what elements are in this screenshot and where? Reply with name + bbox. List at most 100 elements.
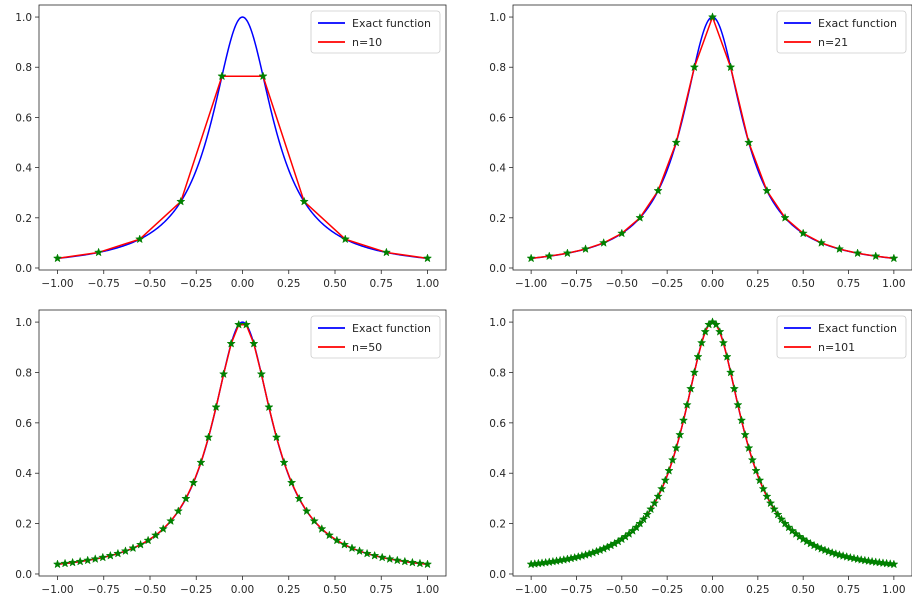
y-tick-label: 1.0 [15, 317, 32, 329]
interpolation-node-marker [166, 516, 176, 526]
x-tick-label: −1.00 [515, 584, 547, 596]
interpolation-node-marker [526, 253, 536, 263]
interpolation-node-marker [362, 548, 372, 558]
y-tick-label: 0.8 [15, 367, 32, 379]
x-tick-label: −0.50 [606, 584, 638, 596]
interpolation-node-marker [422, 253, 433, 263]
interpolation-node-marker [747, 455, 758, 464]
axes-frame [512, 4, 912, 271]
legend: Exact function n=10 [310, 10, 441, 54]
legend-label: n=10 [352, 36, 382, 49]
interpolation-node-marker [725, 62, 736, 72]
interpolation-node-marker [309, 516, 319, 526]
interpolation-node-marker [802, 536, 812, 546]
interpolation-node-marker [729, 383, 739, 393]
interpolation-node-marker [105, 550, 116, 560]
interpolation-node-marker [294, 493, 304, 503]
interpolation-node-marker [635, 518, 645, 528]
interpolation-node-marker [217, 71, 227, 81]
interpolation-node-marker [631, 522, 642, 532]
interpolation-node-marker [98, 552, 108, 562]
interpolation-node-marker [544, 251, 554, 261]
interpolation-node-marker [649, 498, 660, 508]
interpolation-node-marker [128, 543, 138, 553]
interpolation-node-marker [234, 319, 244, 329]
interpolation-node-marker [324, 530, 335, 540]
subplot-2: −1.00 −0.75 −0.50 −0.25 0.00 0.25 0.50 0.75 1.00… [489, 4, 912, 290]
x-tick-label: 0.25 [746, 584, 769, 596]
interpolation-node-marker [299, 196, 309, 206]
interpolation-node-marker [689, 367, 700, 377]
exact-function-line [531, 321, 894, 566]
interpolation-node-marker [776, 514, 787, 524]
interpolation-node-marker [686, 383, 696, 393]
x-tick-label: 1.00 [882, 584, 905, 596]
legend: Exact function n=101 [776, 315, 907, 359]
interpolation-line [531, 321, 894, 566]
x-tick-label: 0.00 [231, 278, 254, 290]
plot-area [526, 317, 899, 569]
interpolation-node-marker [754, 475, 765, 485]
interpolation-node-marker [780, 518, 790, 528]
interpolation-node-marker [188, 477, 199, 487]
x-tick-label: 0.50 [791, 278, 814, 290]
interpolation-node-marker [762, 491, 772, 501]
y-tick-label: 0.6 [15, 112, 32, 124]
interpolation-node-marker [762, 185, 772, 195]
interpolation-node-marker [675, 429, 685, 439]
interpolation-node-marker [671, 137, 681, 147]
interpolation-node-marker [302, 506, 312, 516]
interpolation-node-marker [60, 558, 70, 568]
interpolation-node-marker [798, 534, 808, 544]
y-tick-label: 0.0 [15, 569, 32, 581]
interpolation-node-marker [667, 455, 678, 464]
interpolation-node-marker [700, 326, 710, 336]
interpolation-node-marker [889, 559, 899, 569]
x-tick-label: −0.75 [88, 584, 120, 596]
subplot-3: −1.00 −0.75 −0.50 −0.25 0.00 0.25 0.50 0.75 1.00… [15, 309, 447, 596]
x-tick-label: 1.00 [416, 584, 439, 596]
y-tick-label: 0.6 [15, 418, 32, 430]
interpolation-node-marker [696, 337, 707, 347]
x-tick-label: 0.75 [370, 278, 393, 290]
axes-frame [38, 4, 447, 271]
interpolation-node-marker [369, 550, 380, 560]
interpolation-node-marker [599, 237, 609, 247]
interpolation-node-marker [113, 548, 123, 558]
plot-area [52, 16, 433, 263]
legend: Exact function n=50 [310, 315, 441, 359]
interpolation-node-marker [120, 546, 131, 556]
interpolation-node-marker [354, 546, 365, 556]
x-tick-label: 0.00 [701, 278, 724, 290]
interpolation-node-marker [150, 530, 161, 540]
x-tick-label: −0.25 [651, 278, 683, 290]
interpolation-node-marker [83, 555, 93, 565]
interpolation-node-marker [816, 237, 826, 247]
interpolation-node-marker [769, 504, 779, 514]
interpolation-node-marker [653, 185, 663, 195]
interpolation-node-marker [332, 535, 342, 545]
interpolation-node-marker [75, 556, 85, 566]
x-tick-label: 1.00 [882, 278, 905, 290]
interpolation-node-marker [635, 212, 645, 222]
y-tick-label: 0.8 [489, 62, 506, 74]
interpolation-node-marker [718, 337, 729, 347]
interpolation-node-marker [852, 248, 863, 258]
interpolation-node-marker [196, 457, 206, 467]
interpolation-node-marker [415, 558, 425, 568]
x-tick-label: −0.50 [134, 584, 166, 596]
x-tick-label: −0.75 [560, 278, 592, 290]
y-tick-label: 0.4 [489, 163, 506, 175]
interpolation-node-marker [135, 539, 146, 549]
y-tick-label: 0.2 [15, 519, 32, 531]
y-tick-label: 1.0 [489, 317, 506, 329]
interpolation-node-marker [176, 196, 186, 206]
x-tick-label: 0.00 [701, 584, 724, 596]
interpolation-node-marker [733, 400, 743, 409]
subplot-4: −1.00 −0.75 −0.50 −0.25 0.00 0.25 0.50 0.75 1.00… [489, 309, 912, 596]
legend-label: Exact function [818, 322, 897, 335]
x-tick-label: −0.75 [560, 584, 592, 596]
interpolation-line [57, 75, 428, 260]
x-tick-label: 0.00 [231, 584, 254, 596]
x-tick-label: −0.75 [88, 278, 120, 290]
